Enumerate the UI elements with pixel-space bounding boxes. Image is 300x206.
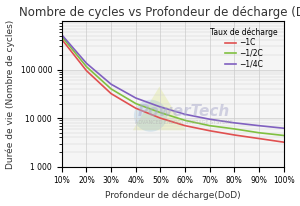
−1/2C (134, 102, 138, 105)
−1C (257, 137, 261, 140)
−1/4C (109, 83, 113, 85)
Line: −1/4C: −1/4C (62, 35, 284, 128)
−1/2C (159, 111, 162, 114)
−1C (85, 69, 88, 72)
−1C (208, 130, 211, 132)
−1C (134, 107, 138, 109)
−1C (109, 92, 113, 95)
Polygon shape (133, 87, 186, 130)
−1C (159, 117, 162, 119)
−1/4C (159, 106, 162, 108)
−1/4C (134, 97, 138, 99)
−1/4C (183, 113, 187, 116)
−1C (60, 38, 64, 41)
−1/4C (257, 124, 261, 127)
Y-axis label: Durée de vie (Nombre de cycles): Durée de vie (Nombre de cycles) (6, 19, 15, 169)
−1/2C (232, 128, 236, 130)
Text: ADVANCED ENERGY STORAGE SYSTEMS: ADVANCED ENERGY STORAGE SYSTEMS (135, 121, 233, 125)
−1/4C (60, 34, 64, 36)
Line: −1C: −1C (62, 39, 284, 142)
−1/2C (282, 134, 285, 137)
−1C (183, 124, 187, 127)
−1/2C (208, 124, 211, 127)
−1C (232, 134, 236, 136)
Line: −1/2C: −1/2C (62, 37, 284, 136)
Title: Nombre de cycles vs Profondeur de décharge (DoD): Nombre de cycles vs Profondeur de déchar… (19, 6, 300, 19)
−1/2C (85, 66, 88, 68)
−1/2C (257, 131, 261, 134)
−1/2C (109, 88, 113, 90)
−1/2C (183, 119, 187, 122)
X-axis label: Profondeur de décharge(DoD): Profondeur de décharge(DoD) (105, 191, 241, 200)
−1/2C (60, 35, 64, 38)
Legend: −1C, −1/2C, −1/4C: −1C, −1/2C, −1/4C (208, 25, 280, 71)
−1/4C (282, 127, 285, 129)
Text: PowerTech: PowerTech (138, 104, 230, 119)
−1/4C (85, 62, 88, 64)
−1/4C (232, 122, 236, 124)
Ellipse shape (134, 100, 167, 132)
−1C (282, 141, 285, 143)
−1/4C (208, 118, 211, 121)
